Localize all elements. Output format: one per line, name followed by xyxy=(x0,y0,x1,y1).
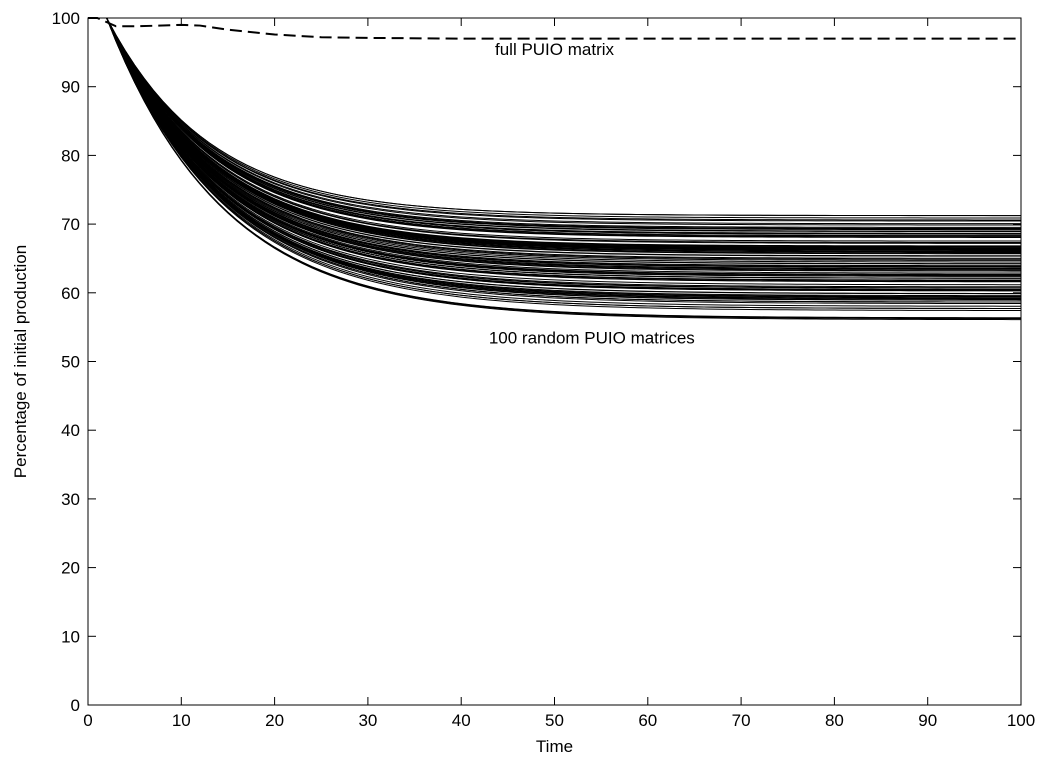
random-series-line xyxy=(88,17,1022,289)
random-series-line xyxy=(88,17,1022,303)
random-series-line xyxy=(88,17,1022,260)
annotation-full-puio: full PUIO matrix xyxy=(495,40,615,59)
random-series-line xyxy=(88,17,1021,237)
random-series-line xyxy=(88,17,1021,300)
random-series-line xyxy=(88,17,1021,248)
random-series-line xyxy=(88,17,1022,279)
random-series-line xyxy=(88,17,1021,225)
y-tick-label: 80 xyxy=(61,146,80,165)
y-tick-label: 60 xyxy=(61,284,80,303)
random-series-line xyxy=(88,17,1022,276)
main-series-group xyxy=(88,17,1021,40)
random-series-line xyxy=(88,17,1021,229)
x-axis-label: Time xyxy=(536,737,573,756)
random-series-line xyxy=(88,17,1021,253)
random-series-line xyxy=(88,17,1022,320)
y-tick-label: 70 xyxy=(61,215,80,234)
random-series-line xyxy=(88,17,1021,261)
y-tick-label: 90 xyxy=(61,78,80,97)
random-series-line xyxy=(88,17,1022,269)
random-series-line xyxy=(88,17,1022,277)
random-series-line xyxy=(88,17,1022,281)
random-series-line xyxy=(88,17,1022,288)
axis-ticks: 0 10 20 30 40 50 60 70 80 90 100 0 10 20 30 40 50 60 70 80 9… xyxy=(52,9,1036,730)
random-series-line xyxy=(88,17,1022,251)
y-tick-label: 30 xyxy=(61,490,80,509)
random-series-line xyxy=(88,17,1022,242)
y-tick-label: 0 xyxy=(71,696,80,715)
x-tick-label: 50 xyxy=(545,711,564,730)
random-series-line xyxy=(88,17,1022,291)
random-series-line xyxy=(88,17,1021,219)
series-line-full-puio xyxy=(88,17,1021,40)
random-series-line xyxy=(88,17,1021,286)
random-series-line xyxy=(88,17,1022,238)
random-series-line xyxy=(88,17,1022,232)
random-series-line xyxy=(88,17,1022,295)
x-tick-label: 30 xyxy=(358,711,377,730)
y-tick-label: 100 xyxy=(52,9,80,28)
x-tick-label: 80 xyxy=(825,711,844,730)
y-tick-label: 10 xyxy=(61,627,80,646)
random-series-line xyxy=(88,17,1022,228)
random-series-line xyxy=(88,17,1021,231)
random-series-line xyxy=(88,17,1022,305)
random-series-line xyxy=(88,17,1021,267)
x-tick-label: 20 xyxy=(265,711,284,730)
x-tick-label: 0 xyxy=(83,711,92,730)
random-series-line xyxy=(88,17,1022,309)
x-tick-label: 60 xyxy=(638,711,657,730)
x-tick-label: 90 xyxy=(918,711,937,730)
random-series-line xyxy=(88,17,1021,235)
random-series-line xyxy=(88,17,1021,272)
plot-frame xyxy=(87,17,1022,706)
random-series-line xyxy=(88,17,1021,254)
y-axis-label: Percentage of initial production xyxy=(11,245,30,478)
random-series-line xyxy=(88,17,1021,217)
y-tick-label: 20 xyxy=(61,559,80,578)
random-series-line xyxy=(88,17,1022,301)
random-series-line xyxy=(88,17,1022,298)
x-tick-label: 70 xyxy=(732,711,751,730)
random-series-line xyxy=(88,17,1021,249)
random-series-group xyxy=(88,17,1022,321)
x-tick-label: 100 xyxy=(1007,711,1035,730)
random-series-line xyxy=(88,17,1022,257)
random-series-line xyxy=(88,17,1022,222)
x-tick-label: 40 xyxy=(452,711,471,730)
y-tick-label: 50 xyxy=(61,353,80,372)
random-series-line xyxy=(88,17,1022,244)
random-series-line xyxy=(88,17,1021,250)
annotation-random-puio: 100 random PUIO matrices xyxy=(489,328,695,347)
random-series-line xyxy=(88,17,1022,263)
x-tick-label: 10 xyxy=(172,711,191,730)
random-series-line xyxy=(88,17,1022,307)
random-series-line xyxy=(88,17,1021,221)
random-series-line xyxy=(88,17,1021,259)
random-series-line xyxy=(88,17,1021,226)
random-series-line xyxy=(88,17,1021,274)
random-series-line xyxy=(88,17,1022,311)
random-series-line xyxy=(88,17,1022,265)
y-tick-label: 40 xyxy=(61,421,80,440)
